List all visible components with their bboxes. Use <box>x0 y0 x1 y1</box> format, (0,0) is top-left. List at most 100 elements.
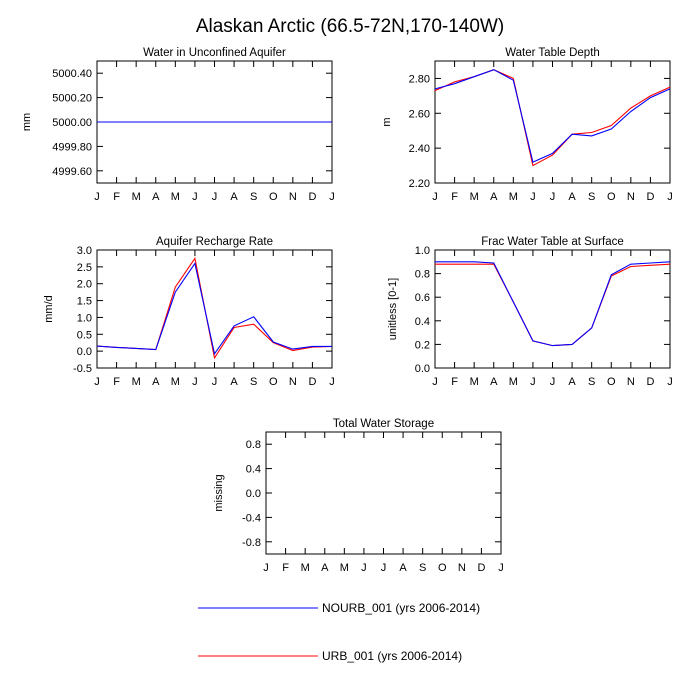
y-tick-label: 0.4 <box>246 464 261 476</box>
x-tick-label: S <box>250 191 257 203</box>
series-line-urb_001 <box>96 257 333 360</box>
x-tick-label: J <box>94 376 100 388</box>
legend-label-urb: URB_001 (yrs 2006-2014) <box>322 649 462 663</box>
panel-title: Water in Unconfined Aquifer <box>143 47 286 59</box>
x-tick-label: M <box>470 191 479 203</box>
x-tick-label: J <box>329 376 335 388</box>
x-tick-label: J <box>94 191 100 203</box>
x-tick-label: J <box>192 191 198 203</box>
panel-title: Frac Water Table at Surface <box>481 236 624 248</box>
x-tick-label: F <box>113 191 120 203</box>
x-tick-label: F <box>451 376 458 388</box>
legend-label-nourb: NOURB_001 (yrs 2006-2014) <box>322 601 480 615</box>
x-tick-label: A <box>230 376 238 388</box>
x-tick-label: A <box>490 376 498 388</box>
y-tick-label: 3.0 <box>77 245 92 257</box>
y-tick-label: 0.8 <box>246 439 261 451</box>
x-tick-label: J <box>530 191 536 203</box>
y-tick-label: 0.0 <box>77 346 92 358</box>
series-line-urb_001 <box>435 263 671 347</box>
y-tick-label: 2.40 <box>409 143 430 155</box>
y-axis-label: unitless [0-1] <box>387 278 399 340</box>
y-tick-label: 2.5 <box>77 262 92 274</box>
x-tick-label: F <box>282 562 289 574</box>
y-tick-label: 0.8 <box>415 269 430 281</box>
x-tick-label: M <box>132 376 141 388</box>
y-tick-label: 0.5 <box>77 329 92 341</box>
x-tick-label: J <box>361 562 367 574</box>
figure-title: Alaskan Arctic (66.5-72N,170-140W) <box>196 16 504 37</box>
x-tick-label: A <box>399 562 407 574</box>
plot-frame <box>434 249 671 369</box>
y-tick-label: 1.5 <box>77 296 92 308</box>
x-tick-label: J <box>530 376 536 388</box>
x-tick-label: M <box>509 376 518 388</box>
y-tick-label: 2.0 <box>77 279 92 291</box>
panel-title: Water Table Depth <box>505 47 600 59</box>
series-line-nourb_001 <box>434 69 671 163</box>
x-tick-label: N <box>627 376 635 388</box>
plot-frame <box>265 431 502 555</box>
x-tick-label: A <box>490 191 498 203</box>
x-tick-label: J <box>432 376 438 388</box>
x-tick-label: M <box>340 562 349 574</box>
y-tick-label: 4999.60 <box>52 166 92 178</box>
x-tick-label: O <box>438 562 447 574</box>
x-tick-label: N <box>289 191 297 203</box>
y-axis-label: mm/d <box>43 295 55 323</box>
x-tick-label: J <box>550 191 556 203</box>
x-tick-label: D <box>646 191 654 203</box>
x-tick-label: A <box>230 191 238 203</box>
y-tick-label: 0.0 <box>246 488 261 500</box>
y-tick-label: 1.0 <box>415 245 430 257</box>
x-tick-label: J <box>329 191 335 203</box>
x-tick-label: M <box>470 376 479 388</box>
x-tick-label: M <box>301 562 310 574</box>
x-tick-label: D <box>646 376 654 388</box>
y-axis-label: missing <box>213 474 225 511</box>
y-tick-label: 5000.00 <box>52 117 92 129</box>
y-tick-label: -0.8 <box>242 537 261 549</box>
x-tick-label: A <box>152 376 160 388</box>
x-tick-label: O <box>269 376 278 388</box>
y-axis-label: m <box>381 117 393 126</box>
x-tick-label: S <box>588 191 595 203</box>
y-tick-label: 2.20 <box>409 178 430 190</box>
x-tick-label: J <box>381 562 387 574</box>
y-tick-label: -0.4 <box>242 512 261 524</box>
y-tick-label: 0.6 <box>415 292 430 304</box>
x-tick-label: S <box>588 376 595 388</box>
x-tick-label: J <box>212 376 218 388</box>
x-tick-label: M <box>171 191 180 203</box>
panel-title: Aquifer Recharge Rate <box>156 236 273 248</box>
x-tick-label: J <box>498 562 504 574</box>
x-tick-label: A <box>568 191 576 203</box>
x-tick-label: F <box>113 376 120 388</box>
y-tick-label: 1.0 <box>77 312 92 324</box>
y-tick-label: 0.0 <box>415 363 430 375</box>
x-tick-label: D <box>308 191 316 203</box>
x-tick-label: A <box>321 562 329 574</box>
x-tick-label: J <box>192 376 198 388</box>
x-tick-label: N <box>289 376 297 388</box>
x-tick-label: N <box>458 562 466 574</box>
y-tick-label: 4999.80 <box>52 141 92 153</box>
x-tick-label: J <box>550 376 556 388</box>
x-tick-label: J <box>432 191 438 203</box>
y-tick-label: 5000.40 <box>52 68 92 80</box>
series-line-nourb_001 <box>96 262 332 356</box>
x-tick-label: J <box>263 562 269 574</box>
y-axis-label: mm <box>21 113 33 131</box>
y-tick-label: 0.4 <box>415 316 430 328</box>
x-tick-label: M <box>132 191 141 203</box>
x-tick-label: O <box>269 191 278 203</box>
x-tick-label: M <box>509 191 518 203</box>
panel-title: Total Water Storage <box>333 418 434 430</box>
